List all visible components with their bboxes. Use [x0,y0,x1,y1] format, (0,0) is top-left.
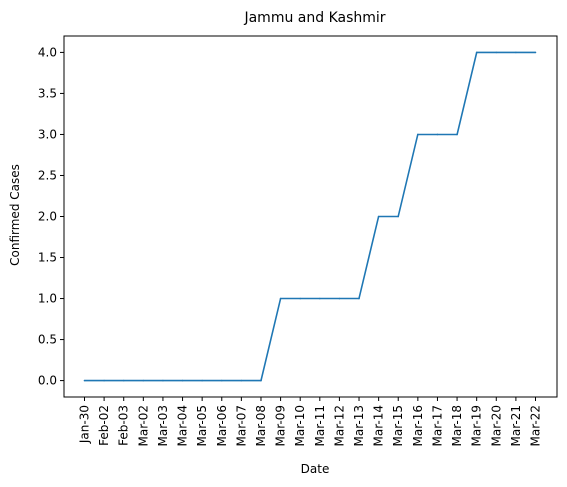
x-tick-label: Jan-30 [78,405,92,444]
data-point [122,379,125,382]
data-point [162,379,164,382]
data-point [534,51,537,54]
x-tick-label: Mar-14 [372,405,386,446]
data-point [417,133,419,136]
y-tick-label: 3.0 [38,127,57,141]
x-tick-label: Mar-20 [489,405,503,446]
x-tick-label: Mar-16 [411,405,425,446]
data-point [260,379,262,382]
axes-frame [63,35,558,398]
data-point [456,133,458,136]
x-tick-label: Mar-17 [430,405,444,446]
x-tick-label: Feb-02 [97,405,111,446]
data-point [495,51,498,54]
data-point [515,51,517,54]
x-tick-label: Mar-09 [274,405,288,446]
data-point [142,379,145,382]
plot-area: 0.0 0.5 1.0 1.5 2.0 2.5 3.0 3.5 4.0 Jan-30 Feb-02 F… [38,35,558,446]
y-tick-label: 0.5 [38,333,57,347]
x-tick-label: Mar-11 [313,405,327,446]
y-tick-label: 2.5 [38,168,57,182]
data-point [181,379,184,382]
x-tick-label: Mar-04 [176,405,190,446]
y-tick-label: 0.0 [38,374,57,388]
data-point [475,51,478,54]
data-point [279,297,282,300]
x-tick-label: Mar-07 [234,405,248,446]
data-point [103,379,105,382]
x-tick-label: Mar-06 [215,405,229,446]
y-axis-label: Confirmed Cases [8,164,22,266]
data-point [338,297,341,300]
x-tick-label: Mar-22 [529,405,543,446]
data-point [358,297,360,300]
x-tick-label: Mar-03 [156,405,170,446]
data-point [201,379,203,382]
series-line [84,51,536,382]
data-point [299,297,301,300]
y-tick-label: 1.5 [38,251,57,265]
x-tick-label: Feb-03 [117,405,131,446]
data-point [377,215,380,218]
x-tick-label: Mar-13 [352,405,366,446]
x-tick-label: Mar-08 [254,405,268,446]
data-point [220,379,223,382]
data-point [319,297,321,300]
x-tick-label: Mar-21 [509,405,523,446]
chart-title: Jammu and Kashmir [243,10,385,26]
data-point [83,379,86,382]
x-tick-label: Mar-15 [391,405,405,446]
y-tick-label: 1.0 [38,292,57,306]
x-tick-label: Mar-18 [450,405,464,446]
x-axis-label: Date [301,462,330,476]
y-tick-label: 3.5 [38,86,57,100]
x-tick-label: Mar-10 [293,405,307,446]
y-tick-label: 2.0 [38,210,57,224]
data-point [240,379,243,382]
data-point [397,215,400,218]
x-tick-label: Mar-19 [470,405,484,446]
x-tick-label: Mar-05 [195,405,209,446]
x-tick-label: Mar-02 [136,405,150,446]
y-tick-label: 4.0 [38,45,57,59]
x-tick-label: Mar-12 [332,405,346,446]
data-point [436,133,439,136]
